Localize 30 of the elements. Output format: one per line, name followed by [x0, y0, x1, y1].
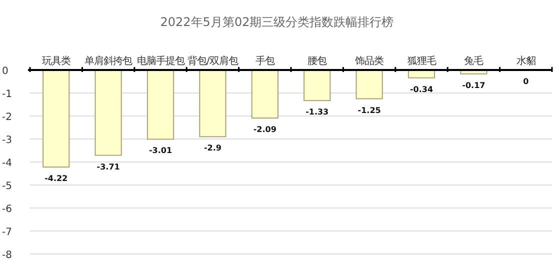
x-tick-label: 兔毛 [464, 55, 484, 67]
y-tick-label: -5 [2, 181, 12, 192]
x-tick-label: 狐狸毛 [407, 55, 436, 67]
x-tick-label: 饰品类 [354, 55, 384, 67]
chart-title: 2022年5月第02期三级分类指数跌幅排行榜 [160, 15, 394, 29]
x-tick-label: 手包 [255, 55, 275, 67]
data-label: -3.01 [148, 146, 172, 156]
x-tick-label: 玩具类 [42, 55, 71, 67]
data-label: -4.22 [44, 174, 68, 184]
data-label: -2.9 [204, 144, 222, 153]
y-tick-label: -8 [2, 250, 12, 261]
x-tick-label: 电脑手提包 [136, 55, 185, 67]
data-label: -3.71 [96, 162, 120, 172]
data-label: -1.33 [306, 108, 329, 117]
y-tick-label: -3 [2, 135, 12, 146]
y-tick-label: -2 [2, 112, 12, 123]
x-tick-label: 单肩斜挎包 [84, 55, 133, 67]
x-tick-label: 背包/双肩包 [188, 55, 238, 67]
data-label: -0.34 [410, 84, 434, 94]
y-tick-label: 0 [2, 66, 8, 77]
data-label: -0.17 [462, 80, 486, 90]
y-tick-label: -4 [2, 158, 12, 169]
y-tick-label: -1 [2, 89, 12, 100]
x-tick-label: 腰包 [308, 55, 328, 67]
y-tick-label: -7 [2, 227, 12, 238]
data-label: -1.25 [358, 106, 382, 115]
data-label: 0 [523, 77, 530, 86]
y-tick-label: -6 [2, 204, 12, 215]
x-tick-label: 水貂 [516, 55, 536, 67]
data-label: -2.09 [253, 125, 277, 134]
